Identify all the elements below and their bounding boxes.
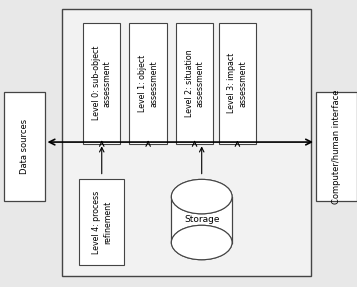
Ellipse shape [171, 225, 232, 260]
Bar [218, 23, 256, 144]
Bar [129, 23, 167, 144]
Bar [171, 197, 232, 243]
Text: Storage: Storage [184, 215, 220, 224]
Bar [83, 23, 120, 144]
Bar [4, 92, 45, 201]
Text: Data sources: Data sources [20, 119, 29, 174]
Bar [316, 92, 357, 201]
Text: Level 3: impact
assessment: Level 3: impact assessment [227, 53, 247, 113]
Bar [62, 9, 311, 276]
Text: Level 4: process
refinement: Level 4: process refinement [92, 191, 112, 254]
Bar [176, 23, 213, 144]
Text: Level 1: object
assessment: Level 1: object assessment [138, 55, 158, 112]
Bar [171, 197, 232, 243]
Text: Level 0: sub-object
assessment: Level 0: sub-object assessment [92, 46, 112, 121]
Ellipse shape [171, 225, 232, 260]
Text: Level 2: situation
assessment: Level 2: situation assessment [185, 49, 205, 117]
Bar [79, 179, 124, 265]
Text: Computer/human interface: Computer/human interface [332, 89, 341, 203]
Ellipse shape [171, 179, 232, 214]
Ellipse shape [171, 179, 232, 214]
